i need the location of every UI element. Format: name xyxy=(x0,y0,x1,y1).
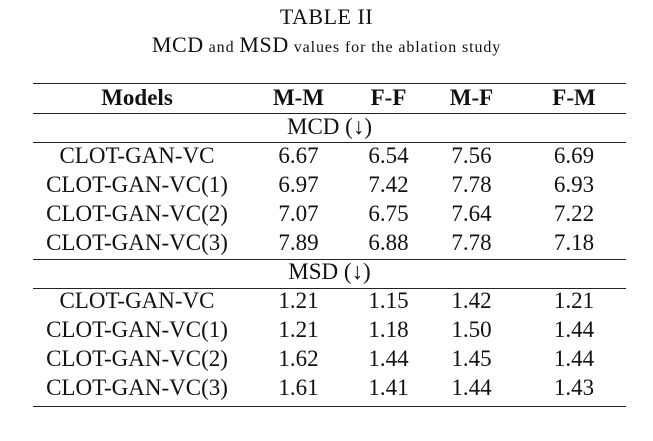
table-label: TABLE II xyxy=(279,4,374,29)
value-cell: 1.44 xyxy=(368,346,409,371)
model-cell: CLOT-GAN-VC(2) xyxy=(46,201,228,226)
table-row: CLOT-GAN-VC 6.67 6.54 7.56 6.69 xyxy=(33,141,626,170)
value-cell: 6.88 xyxy=(368,230,409,255)
section-divider-rule xyxy=(33,259,626,260)
model-cell: CLOT-GAN-VC(3) xyxy=(46,230,228,255)
section-header-msd: MSD (↓) xyxy=(33,257,626,286)
column-header-m-f: M-F xyxy=(449,85,494,110)
value-cell: 7.64 xyxy=(451,201,492,226)
value-cell: 7.22 xyxy=(553,201,595,226)
section-header-mcd: MCD (↓) xyxy=(33,112,626,141)
value-cell: 1.21 xyxy=(278,288,319,313)
bottom-rule xyxy=(33,406,626,407)
model-cell: CLOT-GAN-VC xyxy=(59,143,215,168)
model-cell: CLOT-GAN-VC(1) xyxy=(46,172,228,197)
value-cell: 1.50 xyxy=(451,317,492,342)
column-header-models: Models xyxy=(101,85,173,110)
mcd-section-rule xyxy=(33,142,626,143)
table-row: CLOT-GAN-VC(1) 6.97 7.42 7.78 6.93 xyxy=(33,170,626,199)
section-title: MCD xyxy=(287,114,340,139)
value-cell: 7.78 xyxy=(451,172,492,197)
value-cell: 1.21 xyxy=(278,317,319,342)
caption-part: MSD xyxy=(239,32,289,57)
value-cell: 1.62 xyxy=(278,346,319,371)
value-cell: 1.18 xyxy=(368,317,409,342)
value-cell: 1.45 xyxy=(451,346,492,371)
column-header-f-f: F-F xyxy=(370,85,407,110)
value-cell: 6.97 xyxy=(278,172,319,197)
msd-section-rule xyxy=(33,288,626,289)
value-cell: 1.15 xyxy=(368,288,409,313)
value-cell: 6.54 xyxy=(368,143,409,168)
ablation-table: Models M-M F-F M-F F-M MCD (↓) CLOT-GAN-… xyxy=(33,83,626,402)
value-cell: 7.07 xyxy=(278,201,319,226)
value-cell: 6.93 xyxy=(553,172,595,197)
value-cell: 7.89 xyxy=(278,230,319,255)
value-cell: 7.56 xyxy=(451,143,492,168)
model-cell: CLOT-GAN-VC xyxy=(59,288,215,313)
value-cell: 1.41 xyxy=(368,375,409,400)
caption-part: MCD xyxy=(151,32,204,57)
down-arrow-icon: (↓) xyxy=(345,114,372,139)
value-cell: 1.21 xyxy=(553,288,595,313)
table-row: CLOT-GAN-VC(2) 7.07 6.75 7.64 7.22 xyxy=(33,199,626,228)
value-cell: 7.18 xyxy=(553,230,595,255)
column-header-f-m: F-M xyxy=(552,85,596,110)
value-cell: 1.44 xyxy=(451,375,492,400)
caption-part: values for the ablation study xyxy=(288,39,502,56)
table-caption: MCD and MSD values for the ablation stud… xyxy=(0,32,653,58)
table-row: CLOT-GAN-VC(2) 1.62 1.44 1.45 1.44 xyxy=(33,344,626,373)
value-cell: 1.42 xyxy=(451,288,492,313)
caption-part: and xyxy=(203,39,240,56)
value-cell: 6.69 xyxy=(553,143,595,168)
header-rule xyxy=(33,113,626,114)
value-cell: 6.67 xyxy=(278,143,319,168)
value-cell: 7.42 xyxy=(368,172,409,197)
header-row: Models M-M F-F M-F F-M xyxy=(33,83,626,112)
value-cell: 7.78 xyxy=(451,230,492,255)
value-cell: 1.61 xyxy=(278,375,319,400)
value-cell: 1.43 xyxy=(553,375,595,400)
down-arrow-icon: (↓) xyxy=(343,259,371,284)
model-cell: CLOT-GAN-VC(3) xyxy=(46,375,228,400)
value-cell: 1.44 xyxy=(553,317,595,342)
model-cell: CLOT-GAN-VC(1) xyxy=(46,317,228,342)
top-rule xyxy=(33,83,626,84)
column-header-m-m: M-M xyxy=(272,85,325,110)
table-row: CLOT-GAN-VC(3) 1.61 1.41 1.44 1.43 xyxy=(33,373,626,402)
table-row: CLOT-GAN-VC 1.21 1.15 1.42 1.21 xyxy=(33,286,626,315)
section-title: MSD xyxy=(288,259,339,284)
value-cell: 6.75 xyxy=(368,201,409,226)
model-cell: CLOT-GAN-VC(2) xyxy=(46,346,228,371)
table-row: CLOT-GAN-VC(1) 1.21 1.18 1.50 1.44 xyxy=(33,315,626,344)
table-row: CLOT-GAN-VC(3) 7.89 6.88 7.78 7.18 xyxy=(33,228,626,257)
value-cell: 1.44 xyxy=(553,346,595,371)
